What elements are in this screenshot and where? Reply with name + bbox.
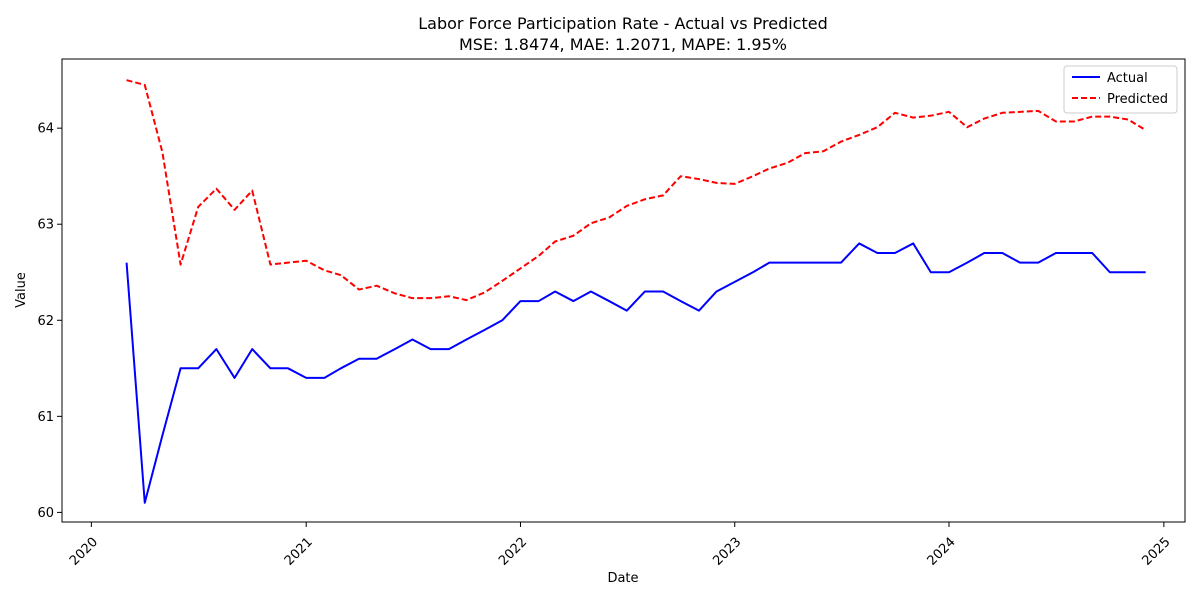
y-tick-label: 64 bbox=[37, 122, 54, 137]
x-tick-label: 2020 bbox=[67, 535, 101, 569]
y-axis: 60 61 62 63 64 bbox=[37, 122, 62, 521]
y-tick-label: 61 bbox=[37, 410, 54, 425]
y-axis-label: Value bbox=[14, 272, 29, 308]
legend: Actual Predicted bbox=[1063, 65, 1178, 114]
legend-predicted-label: Predicted bbox=[1107, 92, 1168, 107]
x-axis-label: Date bbox=[607, 571, 638, 586]
x-tick-label: 2023 bbox=[710, 535, 744, 569]
chart-subtitle: MSE: 1.8474, MAE: 1.2071, MAPE: 1.95% bbox=[459, 35, 787, 54]
x-tick-label: 2025 bbox=[1140, 535, 1174, 569]
series-layer bbox=[125, 79, 1147, 504]
legend-actual-label: Actual bbox=[1107, 71, 1148, 86]
x-tick-label: 2024 bbox=[925, 535, 959, 569]
chart-title: Labor Force Participation Rate - Actual … bbox=[418, 14, 828, 33]
x-axis: 2020 2021 2022 2023 2024 2025 bbox=[67, 522, 1174, 569]
series-line-predicted bbox=[126, 79, 1147, 302]
y-tick-label: 60 bbox=[37, 506, 54, 521]
plot-frame bbox=[61, 58, 1186, 523]
x-tick-label: 2021 bbox=[282, 535, 316, 569]
series-line-actual bbox=[125, 242, 1146, 504]
y-tick-label: 63 bbox=[37, 218, 54, 233]
y-tick-label: 62 bbox=[37, 314, 54, 329]
x-tick-label: 2022 bbox=[496, 535, 530, 569]
